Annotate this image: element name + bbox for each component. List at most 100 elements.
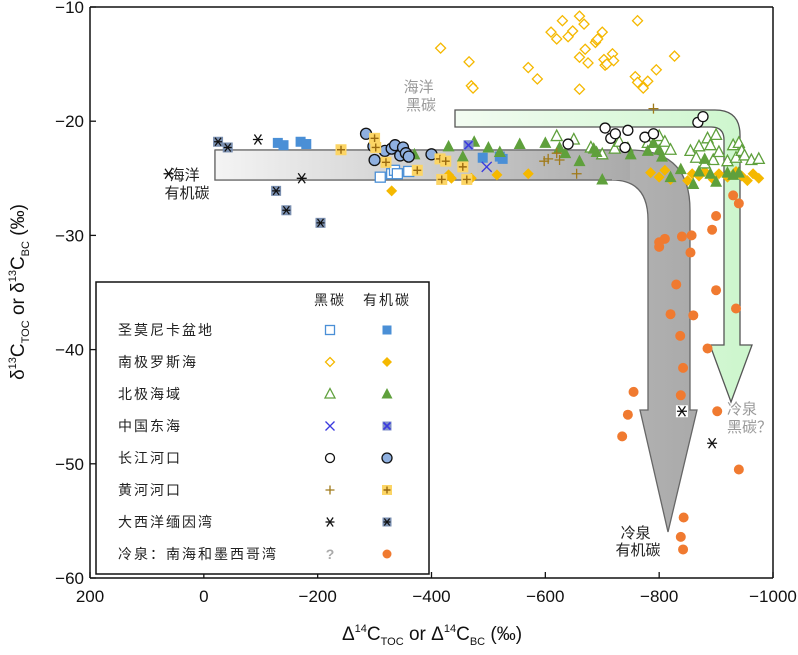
data-point xyxy=(556,14,569,27)
series-asterisk-box xyxy=(213,136,326,228)
data-point xyxy=(463,55,475,68)
data-point xyxy=(591,33,604,45)
series-filled-triangle xyxy=(408,135,745,190)
legend-marker-oc xyxy=(381,452,393,464)
data-point xyxy=(685,247,696,258)
annotation-marine-bc-line2: 黑碳 xyxy=(406,96,436,114)
data-point xyxy=(442,139,455,152)
legend-label: 大西洋缅因湾 xyxy=(118,514,214,531)
data-point xyxy=(641,144,654,156)
data-point xyxy=(628,386,639,397)
data-point xyxy=(688,310,699,321)
data-point xyxy=(659,164,671,176)
y-tick-label: −30 xyxy=(55,226,84,245)
data-point xyxy=(728,190,739,201)
x-axis-label: Δ14CTOC or Δ14CBC (‰) xyxy=(342,623,522,648)
data-point xyxy=(522,168,534,180)
data-point xyxy=(674,162,687,175)
legend-marker-bc xyxy=(324,356,336,368)
annotation-marine-oc-line1: 海洋 xyxy=(170,166,200,184)
data-point xyxy=(689,150,703,163)
data-point xyxy=(578,18,590,31)
data-point xyxy=(295,136,306,147)
data-point xyxy=(622,124,634,136)
data-point xyxy=(301,139,312,150)
legend-marker-bc xyxy=(324,324,336,336)
data-point xyxy=(654,237,665,248)
data-point xyxy=(641,75,654,88)
legend-row: 黄河河口 xyxy=(118,482,392,499)
data-point xyxy=(539,136,552,148)
data-point xyxy=(647,128,660,140)
data-point xyxy=(678,544,689,555)
data-point xyxy=(545,26,557,39)
data-point xyxy=(607,54,620,67)
series-x-box xyxy=(463,140,474,151)
data-point xyxy=(369,132,381,144)
data-point xyxy=(522,61,535,74)
data-point xyxy=(463,140,474,151)
data-point xyxy=(271,185,282,196)
data-point xyxy=(704,167,717,179)
data-point xyxy=(663,142,678,155)
series-x xyxy=(481,161,493,173)
data-point xyxy=(456,150,469,162)
marine-bc-to-seep-bc-arrow xyxy=(454,109,753,404)
legend-label: 长江河口 xyxy=(118,451,182,467)
data-point xyxy=(733,198,744,209)
legend-marker-oc xyxy=(382,325,392,335)
y-tick-label: −10 xyxy=(55,0,84,17)
annotation-seep-bc-line1: 冷泉 xyxy=(727,400,757,418)
data-point xyxy=(436,173,448,185)
data-point xyxy=(712,406,723,417)
data-point xyxy=(481,161,493,173)
data-point xyxy=(656,150,669,162)
data-point xyxy=(573,51,586,64)
x-tick-label: 0 xyxy=(199,587,208,606)
data-point xyxy=(653,171,665,183)
data-point xyxy=(676,231,687,242)
data-point xyxy=(637,82,650,95)
data-point xyxy=(573,154,586,167)
data-point xyxy=(163,168,174,180)
data-point xyxy=(709,127,723,141)
legend-marker-bc xyxy=(325,421,335,431)
x-tick-label: −200 xyxy=(299,587,337,606)
legend-marker-bc xyxy=(325,517,335,527)
data-point xyxy=(741,175,753,187)
data-point xyxy=(720,153,735,167)
data-point xyxy=(386,185,398,197)
data-point xyxy=(272,137,283,148)
data-point xyxy=(697,110,709,123)
data-point xyxy=(252,134,263,145)
legend-row: 北极海域 xyxy=(118,387,393,403)
x-tick-label: 200 xyxy=(76,587,104,606)
data-point xyxy=(596,172,609,185)
y-axis-ticks: −10 −20 −30 −40 −50 −60 xyxy=(55,0,96,588)
data-point xyxy=(675,531,686,542)
data-point xyxy=(692,138,706,152)
annotation-marine-bc: 海洋 黑碳 xyxy=(404,78,439,114)
data-point xyxy=(703,137,717,151)
legend-marker-oc xyxy=(382,421,392,431)
data-point xyxy=(213,136,224,147)
series-filled-circle xyxy=(359,127,438,167)
data-point xyxy=(686,230,697,241)
annotation-seep-oc-line1: 冷泉 xyxy=(621,524,651,542)
legend-header-oc: 有机碳 xyxy=(363,293,411,309)
data-point xyxy=(467,82,479,95)
legend-label: 北极海域 xyxy=(118,387,182,403)
data-point xyxy=(706,152,720,166)
svg-text:?: ? xyxy=(326,546,335,562)
data-point xyxy=(571,168,582,179)
legend-row: 长江河口 xyxy=(118,451,393,467)
data-point xyxy=(493,145,506,158)
data-point xyxy=(668,50,681,63)
legend-box xyxy=(95,281,430,575)
series-filled-circle xyxy=(617,190,744,555)
data-point xyxy=(710,175,723,187)
legend-marker-oc xyxy=(382,517,392,527)
data-point xyxy=(491,169,503,181)
data-point xyxy=(608,141,622,154)
data-point xyxy=(296,172,307,184)
